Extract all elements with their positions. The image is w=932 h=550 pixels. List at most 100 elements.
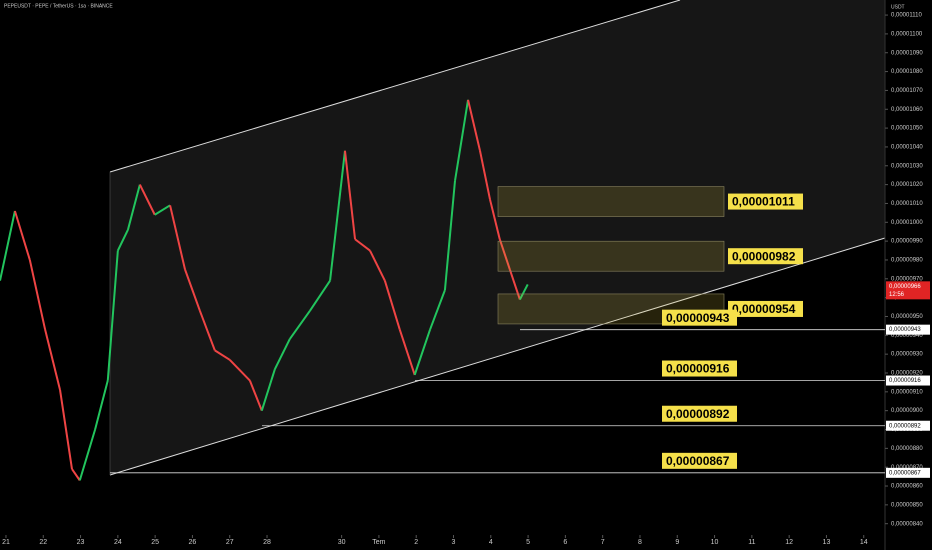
- y-tick-label: 0,00001050: [891, 126, 923, 132]
- price-segment: [454, 99, 470, 182]
- header: PEPEUSDT · PEPE / TetherUS · 1sa · BINAN…: [4, 3, 113, 9]
- price-segment: [498, 238, 511, 270]
- price-segment: [198, 310, 216, 351]
- price-segment: [413, 329, 431, 376]
- y-tick-label: 0,00000860: [891, 484, 923, 490]
- y-tick-label: 0,00000910: [891, 389, 923, 395]
- price-segment: [78, 429, 97, 481]
- axis-level-label: 0,00000943: [889, 327, 921, 333]
- y-tick-label: 0,00001000: [891, 220, 923, 226]
- x-tick-label: 23: [77, 539, 85, 546]
- price-segment: [59, 389, 73, 470]
- x-tick-label: 14: [860, 539, 868, 546]
- y-tick-label: 0,00001080: [891, 69, 923, 75]
- axis-level-label: 0,00000867: [889, 470, 921, 476]
- price-segment: [154, 204, 171, 216]
- price-segment: [44, 329, 62, 391]
- x-tick-label: 5: [526, 539, 530, 546]
- x-tick-label: 30: [338, 539, 346, 546]
- y-tick-label: 0,00000870: [891, 465, 923, 471]
- y-tick-label: 0,00000850: [891, 502, 923, 508]
- channel-fill: [110, 0, 885, 475]
- last-price-label: 0,00000966: [889, 284, 921, 290]
- level-tag: [662, 309, 737, 326]
- price-segment: [288, 310, 311, 340]
- y-tick-label: 0,00001020: [891, 182, 923, 188]
- y-tick-label: 0,00000880: [891, 446, 923, 452]
- price-segment: [443, 180, 456, 291]
- y-tick-label: 0,00000990: [891, 239, 923, 245]
- x-tick-label: 27: [226, 539, 234, 546]
- countdown: 12:56: [889, 292, 905, 298]
- x-tick-label: 4: [489, 539, 493, 546]
- x-tick-label: 2: [414, 539, 418, 546]
- price-segment: [138, 184, 156, 216]
- x-tick-label: 26: [189, 539, 197, 546]
- price-segment: [489, 199, 501, 240]
- price-segment: [260, 368, 276, 411]
- level-label: 0,00000892: [666, 407, 730, 421]
- x-tick-label: 13: [823, 539, 831, 546]
- x-tick-label: 12: [785, 539, 793, 546]
- price-segment: [214, 349, 231, 361]
- price-segment: [429, 289, 446, 331]
- zone: [497, 240, 725, 272]
- price-segment: [229, 359, 251, 382]
- axis-level-tag: [886, 467, 930, 478]
- currency: USDT: [891, 4, 905, 10]
- level-label: 0,00000943: [666, 311, 730, 325]
- x-tick-label: 22: [39, 539, 47, 546]
- zone: [497, 186, 725, 217]
- axis-level-tag: [886, 324, 930, 335]
- zone-label: 0,00000982: [732, 249, 796, 263]
- y-tick-label: 0,00001090: [891, 50, 923, 56]
- price-segment: [71, 468, 81, 481]
- level-label: 0,00000916: [666, 362, 730, 376]
- price-segment: [116, 229, 129, 251]
- level-tag: [662, 405, 737, 422]
- price-segment: [126, 184, 141, 231]
- y-tick-label: 0,00001030: [891, 163, 923, 169]
- price-segment: [398, 329, 416, 376]
- x-tick-label: 7: [601, 539, 605, 546]
- y-tick-label: 0,00000970: [891, 276, 923, 282]
- channel-lower: [109, 237, 886, 476]
- level-tag: [662, 452, 737, 469]
- y-tick-label: 0,00000900: [891, 408, 923, 414]
- price-segment: [94, 380, 109, 430]
- y-tick-label: 0,00001100: [891, 31, 923, 37]
- x-tick-label: 3: [452, 539, 456, 546]
- price-segment: [248, 380, 263, 412]
- x-tick-label: Tem: [372, 539, 385, 546]
- y-tick-label: 0,00001110: [891, 13, 922, 19]
- axis-level-label: 0,00000916: [889, 378, 921, 384]
- price-segment: [184, 269, 201, 312]
- x-tick-label: 8: [638, 539, 642, 546]
- price-segment: [0, 210, 16, 281]
- zone-label: 0,00001011: [732, 195, 795, 209]
- axis-level-tag: [886, 375, 930, 386]
- y-tick-label: 0,00001070: [891, 88, 923, 94]
- price-segment: [467, 99, 481, 151]
- zone-label: 0,00000954: [732, 302, 796, 316]
- x-tick-label: 6: [563, 539, 567, 546]
- price-segment: [369, 250, 386, 282]
- last-price-tag: [886, 281, 930, 300]
- y-tick-label: 0,00000920: [891, 371, 923, 377]
- x-tick-label: 24: [114, 539, 122, 546]
- price-segment: [343, 150, 357, 240]
- level-tag: [662, 360, 737, 377]
- price-segment: [508, 269, 521, 300]
- y-tick-label: 0,00000940: [891, 333, 923, 339]
- x-tick-label: 25: [151, 539, 159, 546]
- axis-level-label: 0,00000892: [889, 423, 921, 429]
- x-tick-label: 28: [263, 539, 271, 546]
- x-tick-label: 21: [2, 539, 10, 546]
- price-segment: [354, 238, 371, 252]
- level-label: 0,00000867: [666, 454, 730, 468]
- x-tick-label: 10: [711, 539, 719, 546]
- zone-tag: [728, 193, 803, 210]
- price-segment: [169, 205, 186, 270]
